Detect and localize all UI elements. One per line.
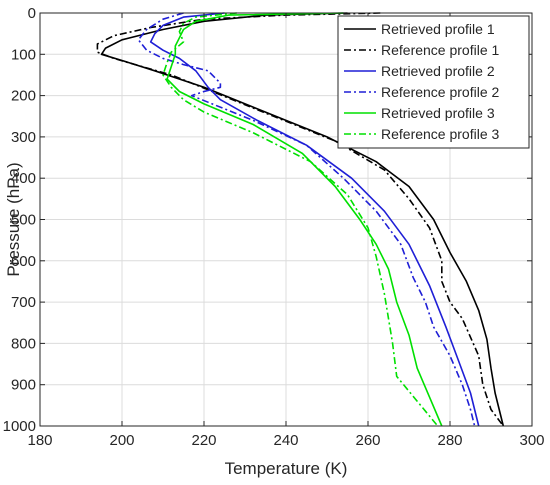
series-line-3	[149, 12, 480, 427]
y-tick-label: 600	[11, 253, 36, 270]
plot-area	[96, 12, 505, 427]
x-axis-label: Temperature (K)	[225, 459, 348, 478]
y-tick-label: 200	[11, 88, 36, 105]
x-tick-label: 180	[27, 432, 52, 449]
legend-label-2: Reference profile 1	[381, 42, 500, 58]
legend-label-3: Retrieved profile 2	[381, 63, 495, 79]
x-tick-labels: 180 200 220 240 260 280 300	[27, 432, 544, 449]
legend-label-5: Retrieved profile 3	[381, 105, 495, 121]
legend-label-1: Retrieved profile 1	[381, 21, 495, 37]
series-line-4	[137, 12, 476, 427]
y-tick-label: 300	[11, 129, 36, 146]
x-tick-label: 300	[519, 432, 544, 449]
legend-box	[337, 15, 530, 149]
y-tick-label: 0	[28, 5, 36, 22]
series-line-6	[162, 12, 439, 427]
tick-marks	[39, 12, 533, 427]
x-tick-label: 260	[355, 432, 380, 449]
series-line-5	[166, 12, 443, 427]
y-tick-label: 500	[11, 212, 36, 229]
x-tick-label: 220	[191, 432, 216, 449]
x-tick-label: 280	[437, 432, 462, 449]
y-tick-label: 900	[11, 377, 36, 394]
y-axis-label: Pressure (hPa)	[4, 162, 23, 276]
x-tick-label: 200	[109, 432, 134, 449]
legend: Retrieved profile 1 Reference profile 1 Re…	[337, 15, 530, 149]
legend-label-4: Reference profile 2	[381, 84, 500, 100]
y-tick-labels: 0 100 200 300 400 500 600 700 800 900 1000	[3, 5, 36, 435]
y-tick-label: 800	[11, 335, 36, 352]
y-tick-label: 700	[11, 294, 36, 311]
x-tick-label: 240	[273, 432, 298, 449]
series-line-2	[96, 12, 504, 427]
y-tick-label: 400	[11, 170, 36, 187]
y-tick-label: 100	[11, 46, 36, 63]
y-tick-label: 1000	[3, 418, 36, 435]
legend-label-6: Reference profile 3	[381, 126, 500, 142]
